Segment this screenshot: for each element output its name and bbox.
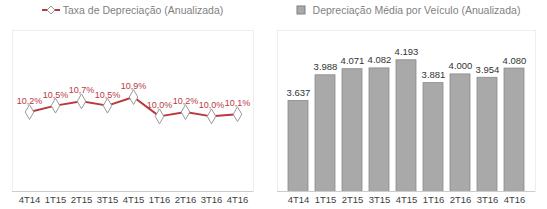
svg-text:3T15: 3T15 [369, 194, 391, 205]
svg-text:3T16: 3T16 [201, 194, 223, 205]
svg-text:3.637: 3.637 [287, 87, 311, 98]
svg-text:3T15: 3T15 [97, 194, 119, 205]
svg-text:1T15: 1T15 [315, 194, 337, 205]
html-text:Depreciação Média por Veículo: Depreciação Média por Veículo (Anualizad… [312, 4, 521, 16]
svg-text:4T15: 4T15 [123, 194, 145, 205]
svg-text:10,0%: 10,0% [147, 100, 173, 110]
svg-text:10,0%: 10,0% [199, 100, 225, 110]
svg-text:10,9%: 10,9% [121, 81, 147, 91]
svg-text:3.881: 3.881 [422, 69, 446, 80]
svg-text:2T16: 2T16 [175, 194, 197, 205]
svg-text:4T16: 4T16 [504, 194, 526, 205]
svg-text:1T15: 1T15 [45, 194, 67, 205]
svg-text:2T15: 2T15 [342, 194, 364, 205]
svg-text:4.000: 4.000 [449, 60, 473, 71]
svg-text:4T14: 4T14 [19, 194, 41, 205]
html-text:Taxa de Depreciação (Anualizad: Taxa de Depreciação (Anualizada) [62, 4, 224, 16]
svg-text:3.988: 3.988 [314, 61, 338, 72]
svg-text:10,5%: 10,5% [95, 90, 121, 100]
svg-text:3.954: 3.954 [476, 64, 500, 75]
svg-text:2T15: 2T15 [71, 194, 93, 205]
svg-text:10,7%: 10,7% [69, 85, 95, 95]
svg-text:1T16: 1T16 [423, 194, 445, 205]
svg-text:10,1%: 10,1% [225, 98, 251, 108]
svg-text:4T14: 4T14 [288, 194, 310, 205]
svg-text:10,2%: 10,2% [173, 96, 199, 106]
svg-text:4.193: 4.193 [395, 46, 419, 57]
svg-text:4T15: 4T15 [396, 194, 418, 205]
svg-text:4.071: 4.071 [341, 55, 365, 66]
svg-text:3T16: 3T16 [477, 194, 499, 205]
svg-text:2T16: 2T16 [450, 194, 472, 205]
svg-text:4.082: 4.082 [368, 54, 392, 65]
svg-text:10,5%: 10,5% [43, 90, 69, 100]
svg-text:4T16: 4T16 [227, 194, 249, 205]
svg-text:4.080: 4.080 [503, 55, 527, 66]
svg-text:1T16: 1T16 [149, 194, 171, 205]
svg-text:10,2%: 10,2% [17, 96, 43, 106]
